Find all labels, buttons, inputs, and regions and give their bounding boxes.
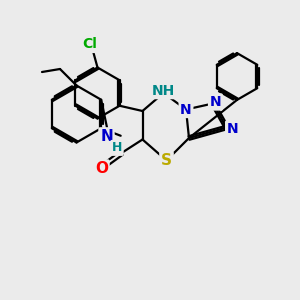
Text: N: N [210,95,221,109]
Text: N: N [227,122,238,136]
Text: Cl: Cl [82,38,98,51]
Text: N: N [180,103,192,116]
Text: O: O [95,161,108,176]
Text: H: H [112,141,122,154]
Text: NH: NH [152,84,175,98]
Text: N: N [100,129,113,144]
Text: S: S [161,153,172,168]
